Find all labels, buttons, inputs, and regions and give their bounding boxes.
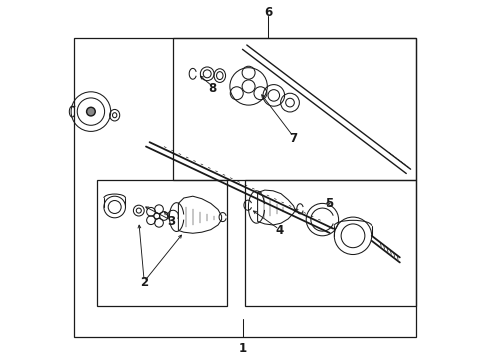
Text: 5: 5 xyxy=(325,197,334,210)
Text: 1: 1 xyxy=(239,342,247,355)
Circle shape xyxy=(87,107,95,116)
Bar xyxy=(245,180,416,306)
Text: 6: 6 xyxy=(264,6,272,19)
Text: 2: 2 xyxy=(140,276,148,289)
Text: 7: 7 xyxy=(290,132,297,145)
Bar xyxy=(74,38,416,337)
Text: 4: 4 xyxy=(275,224,283,237)
Text: 8: 8 xyxy=(208,82,217,95)
Text: 3: 3 xyxy=(167,215,175,228)
Bar xyxy=(98,180,227,306)
Bar xyxy=(173,38,416,180)
